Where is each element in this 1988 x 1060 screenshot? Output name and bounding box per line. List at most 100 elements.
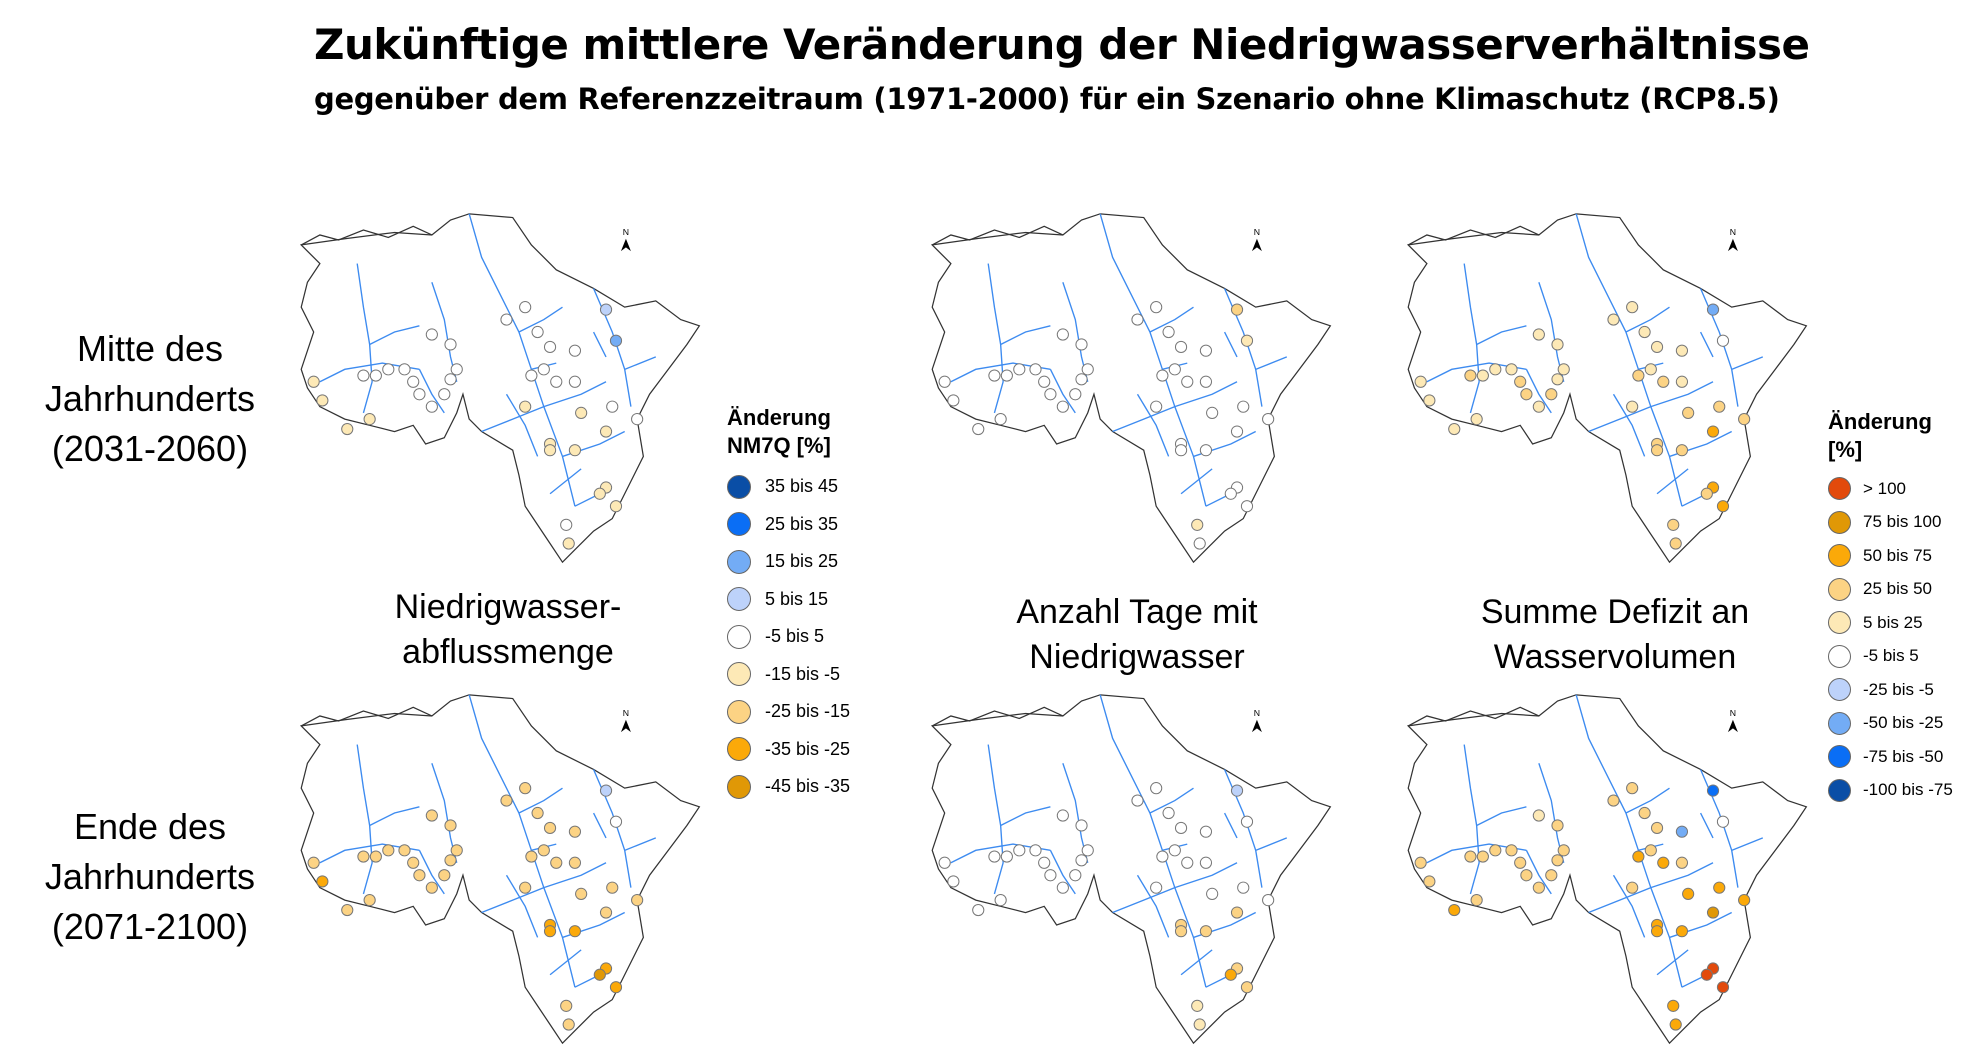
station-marker <box>1716 500 1730 513</box>
legend-item: 25 bis 50 <box>1828 573 1953 607</box>
legend-label: -35 bis -25 <box>765 738 851 759</box>
station-marker <box>631 894 644 907</box>
river <box>1575 213 1683 507</box>
legend-item: 75 bis 100 <box>1828 506 1953 540</box>
legend-label: -100 bis -75 <box>1863 780 1953 800</box>
station-marker <box>1545 388 1558 401</box>
station-marker <box>560 518 573 531</box>
station-marker <box>1713 400 1726 413</box>
station-marker <box>1230 425 1244 438</box>
station-marker <box>1638 806 1651 820</box>
station-marker <box>1168 363 1181 376</box>
river <box>518 306 563 333</box>
station-marker <box>1675 925 1689 938</box>
river <box>624 837 657 851</box>
station-marker <box>1557 844 1570 857</box>
north-label: N <box>1254 227 1260 237</box>
legend-label: -15 bis -5 <box>765 663 841 684</box>
station-marker <box>1029 363 1042 376</box>
river <box>1136 874 1170 938</box>
station-marker <box>1240 815 1254 828</box>
station-marker <box>1520 388 1533 401</box>
station-marker <box>1650 821 1664 835</box>
station-marker <box>994 413 1007 426</box>
north-label: N <box>1730 227 1736 237</box>
station-marker <box>972 903 985 917</box>
station-marker <box>1545 869 1558 882</box>
station-marker <box>531 325 544 339</box>
station-marker <box>568 925 582 938</box>
station-marker <box>1150 400 1163 413</box>
river <box>369 325 420 346</box>
station-marker <box>1675 344 1689 357</box>
station-marker <box>1150 782 1163 795</box>
legend-title: NM7Q [%] <box>727 433 831 458</box>
station-marker <box>1626 400 1639 413</box>
river <box>1476 806 1527 827</box>
station-marker <box>363 413 376 426</box>
station-marker <box>1181 375 1194 388</box>
station-marker <box>543 821 557 835</box>
station-marker <box>1716 981 1730 994</box>
legend-swatch <box>727 512 751 537</box>
station-marker <box>575 406 588 419</box>
station-marker <box>1193 1018 1206 1031</box>
river <box>1699 331 1714 358</box>
station-marker <box>599 906 613 919</box>
station-marker <box>1423 394 1436 407</box>
station-marker <box>500 794 513 807</box>
station-marker <box>1650 340 1664 354</box>
legend-swatch <box>727 737 751 762</box>
legend-label: 5 bis 15 <box>765 588 829 609</box>
station-marker <box>568 825 582 838</box>
river <box>1625 306 1670 333</box>
river <box>1000 806 1051 827</box>
coastline <box>1407 225 1540 246</box>
station-marker <box>543 340 557 354</box>
station-marker <box>1505 844 1518 857</box>
station-marker <box>1150 301 1163 314</box>
station-marker <box>593 487 606 500</box>
station-marker <box>1038 856 1051 869</box>
station-marker <box>575 887 588 900</box>
station-marker <box>1199 344 1213 357</box>
station-marker <box>369 850 382 863</box>
station-marker <box>316 875 329 888</box>
station-marker <box>560 999 573 1012</box>
legend-swatch <box>1828 577 1851 601</box>
station-marker <box>316 394 329 407</box>
coastline <box>931 225 1064 246</box>
station-marker <box>500 313 513 326</box>
station-marker <box>1551 819 1564 832</box>
station-marker <box>1156 850 1169 863</box>
station-marker <box>1489 844 1502 857</box>
region-outline <box>299 213 701 564</box>
legend-item: -5 bis 5 <box>727 618 850 656</box>
river <box>1180 468 1213 495</box>
station-marker <box>1650 925 1664 938</box>
river <box>549 949 582 976</box>
station-marker <box>519 881 532 894</box>
station-marker <box>1081 844 1094 857</box>
region-outline <box>1406 694 1808 1045</box>
station-marker <box>450 363 463 376</box>
legend-item: -35 bis -25 <box>727 731 850 769</box>
station-marker <box>1667 999 1680 1012</box>
station-marker <box>1414 375 1427 388</box>
legend-swatch <box>1828 510 1851 534</box>
river <box>1650 862 1714 889</box>
legend-swatch <box>727 662 751 687</box>
station-marker <box>1029 844 1042 857</box>
station-marker <box>1626 301 1639 314</box>
station-marker <box>1224 968 1237 981</box>
station-marker <box>341 422 354 436</box>
river <box>1588 887 1652 914</box>
station-marker <box>1532 881 1545 894</box>
river <box>1650 381 1714 408</box>
river <box>468 213 576 507</box>
river <box>1525 369 1552 414</box>
river <box>1149 787 1194 814</box>
river <box>1625 787 1670 814</box>
station-marker <box>1551 338 1564 351</box>
station-marker <box>562 537 575 550</box>
